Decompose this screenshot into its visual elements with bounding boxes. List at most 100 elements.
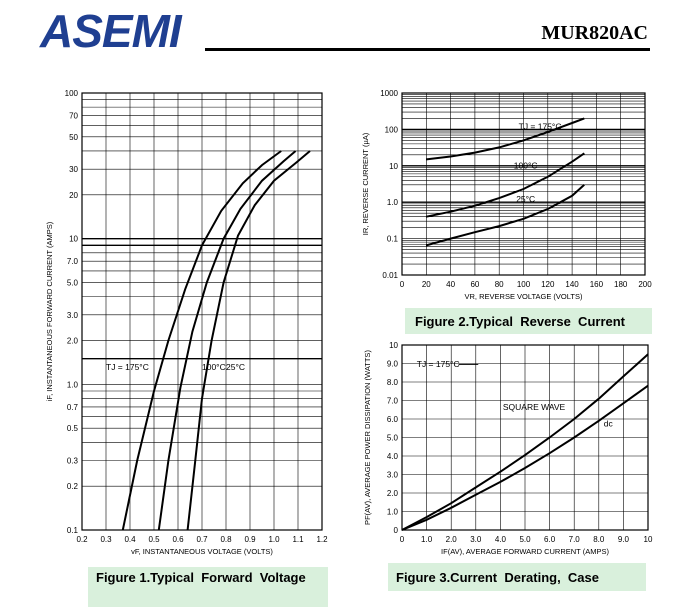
x-tick-label: 0.7 — [196, 535, 208, 544]
curve-annotation: 100°C — [514, 160, 538, 170]
x-tick-label: 20 — [422, 280, 431, 289]
plot-frame — [401, 344, 649, 531]
y-tick-label: 100 — [385, 125, 399, 134]
series-curve — [121, 150, 282, 531]
series-curve — [401, 384, 649, 531]
y-tick-label: 5.0 — [67, 279, 79, 288]
y-tick-label: 4.0 — [387, 452, 399, 461]
y-tick-label: 2.0 — [67, 336, 79, 345]
x-tick-label: 10 — [644, 535, 653, 544]
x-tick-label: 0 — [400, 280, 405, 289]
curve-annotation: 25°C — [516, 194, 535, 204]
series-curve — [401, 353, 649, 531]
x-tick-label: 4.0 — [495, 535, 507, 544]
y-tick-label: 3.0 — [387, 471, 399, 480]
y-tick-label: 7.0 — [67, 257, 79, 266]
y-tick-label: 30 — [69, 165, 78, 174]
y-tick-label: 5.0 — [387, 434, 399, 443]
x-tick-label: 8.0 — [593, 535, 605, 544]
x-tick-label: 40 — [446, 280, 455, 289]
asemi-logo: ASEMI — [40, 6, 190, 56]
y-tick-label: 2.0 — [387, 489, 399, 498]
y-tick-label: 9.0 — [387, 360, 399, 369]
x-axis-label: IF(AV), AVERAGE FORWARD CURRENT (AMPS) — [441, 547, 609, 556]
y-tick-label: 0.1 — [67, 526, 79, 535]
plot-frame — [401, 92, 646, 276]
series-curve — [426, 184, 585, 247]
y-tick-label: 0.5 — [67, 424, 79, 433]
figure3-caption: Figure 3.Current Derating, Case — [388, 563, 646, 591]
x-tick-label: 0.9 — [244, 535, 256, 544]
y-tick-label: 0.1 — [387, 235, 399, 244]
y-tick-label: 1.0 — [387, 508, 399, 517]
x-tick-label: 0.2 — [76, 535, 88, 544]
x-tick-label: 0 — [400, 535, 405, 544]
x-tick-label: 80 — [495, 280, 504, 289]
y-tick-label: 0.3 — [67, 456, 79, 465]
y-axis-label: IR, REVERSE CURRENT (µA) — [361, 132, 370, 235]
x-tick-label: 1.0 — [421, 535, 433, 544]
series-curve — [186, 150, 311, 531]
y-tick-label: 0.2 — [67, 482, 79, 491]
x-tick-label: 0.8 — [220, 535, 232, 544]
y-tick-label: 6.0 — [387, 415, 399, 424]
x-tick-label: 3.0 — [470, 535, 482, 544]
y-tick-label: 3.0 — [67, 311, 79, 320]
x-tick-label: 140 — [565, 280, 579, 289]
y-axis-label: PF(AV), AVERAGE POWER DISSIPATION (WATTS… — [363, 350, 372, 525]
y-tick-label: 10 — [389, 341, 398, 350]
y-tick-label: 10 — [69, 235, 78, 244]
x-tick-label: 60 — [470, 280, 479, 289]
y-tick-label: 1000 — [380, 89, 398, 98]
y-tick-label: 0.7 — [67, 403, 79, 412]
x-tick-label: 7.0 — [569, 535, 581, 544]
curve-annotation: 25°C — [226, 362, 245, 372]
y-tick-label: 1.0 — [387, 198, 399, 207]
x-tick-label: 1.2 — [316, 535, 328, 544]
y-tick-label: 70 — [69, 112, 78, 121]
figure2-caption: Figure 2.Typical Reverse Current — [405, 308, 652, 334]
curve-annotation: TJ = 175°C — [106, 362, 149, 372]
y-tick-label: 1.0 — [67, 380, 79, 389]
x-tick-label: 160 — [590, 280, 604, 289]
curve-annotation: 100°C — [202, 362, 226, 372]
y-tick-label: 0 — [394, 526, 399, 535]
x-tick-label: 6.0 — [544, 535, 556, 544]
curve-annotation: TJ = 175°C — [519, 121, 562, 131]
y-axis-label: iF, INSTANTANEOUS FORWARD CURRENT (AMPS) — [45, 221, 54, 401]
plot-frame — [81, 92, 323, 531]
x-tick-label: 100 — [517, 280, 531, 289]
brand-name: ASEMI — [40, 5, 182, 57]
forward-voltage-chart: 0.2 0.3 0.4 0.5 0.6 0.7 0.8 0.9 1.0 1.1 1.20.10.20… — [45, 89, 328, 556]
x-tick-label: 0.6 — [172, 535, 184, 544]
x-tick-label: 180 — [614, 280, 628, 289]
y-tick-label: 8.0 — [387, 378, 399, 387]
series-curve — [426, 117, 585, 161]
x-tick-label: 2.0 — [446, 535, 458, 544]
x-tick-label: 0.4 — [124, 535, 136, 544]
curve-annotation: dc — [604, 418, 614, 428]
y-tick-label: 20 — [69, 191, 78, 200]
figure1-caption: Figure 1.Typical Forward Voltage — [88, 567, 328, 607]
curve-annotation: TJ = 175°C — [417, 359, 460, 369]
x-tick-label: 1.0 — [268, 535, 280, 544]
y-tick-label: 100 — [65, 89, 79, 98]
x-tick-label: 5.0 — [519, 535, 531, 544]
series-curve — [426, 152, 585, 218]
y-tick-label: 0.01 — [382, 271, 398, 280]
series-curve — [157, 150, 297, 531]
x-tick-label: 120 — [541, 280, 555, 289]
y-tick-label: 50 — [69, 133, 78, 142]
y-tick-label: 7.0 — [387, 397, 399, 406]
current-derating-chart: 0 1.0 2.0 3.0 4.0 5.0 6.0 7.0 8.0 9.0 10 0 1.0 2.0 3.0… — [363, 341, 653, 556]
x-axis-label: VR, REVERSE VOLTAGE (VOLTS) — [465, 292, 583, 301]
header-rule — [205, 48, 650, 51]
y-tick-label: 10 — [389, 162, 398, 171]
x-tick-label: 9.0 — [618, 535, 630, 544]
x-tick-label: 0.3 — [100, 535, 112, 544]
reverse-current-chart: 0 20 40 60 80 100 120 140 160 180 200 0.01 0.1 1.0 10 1… — [361, 89, 652, 301]
curve-annotation: SQUARE WAVE — [503, 402, 566, 412]
x-axis-label: vF, INSTANTANEOUS VOLTAGE (VOLTS) — [131, 547, 273, 556]
x-tick-label: 0.5 — [148, 535, 160, 544]
x-tick-label: 200 — [638, 280, 652, 289]
